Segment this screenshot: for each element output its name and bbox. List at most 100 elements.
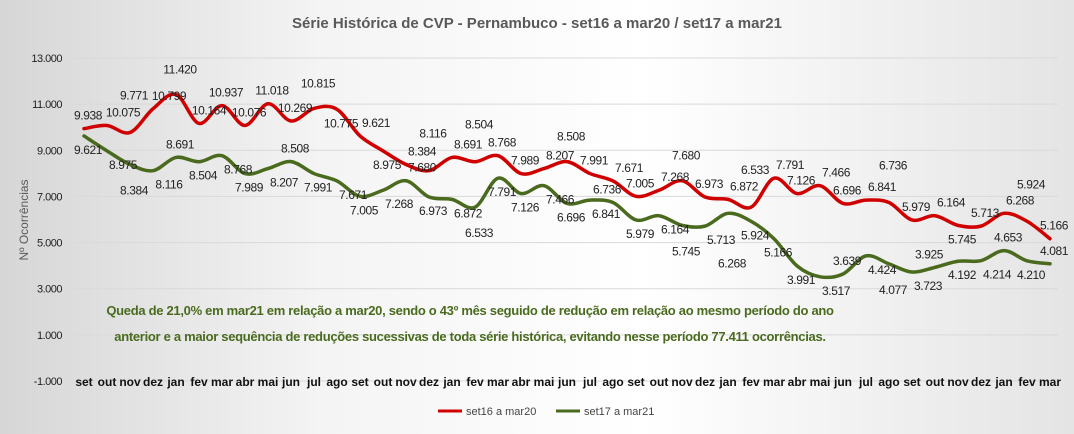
data-label: 10.815 <box>301 76 336 90</box>
data-label: 6.268 <box>1006 193 1035 207</box>
x-tick-label: set <box>627 375 644 389</box>
data-label: 3.925 <box>915 247 944 261</box>
data-label: 10.799 <box>152 89 187 103</box>
data-label: 7.680 <box>672 149 701 163</box>
data-label: 6.164 <box>937 196 966 210</box>
data-label: 5.166 <box>1040 219 1069 233</box>
data-label: 11.420 <box>163 62 197 76</box>
x-tick-label: jun <box>281 375 300 389</box>
data-label: 9.621 <box>362 116 391 130</box>
data-label: 8.116 <box>155 178 183 192</box>
data-label: 7.466 <box>546 193 575 207</box>
data-label: 6.973 <box>695 177 724 191</box>
data-label: 6.696 <box>833 183 862 197</box>
data-label: 3.991 <box>787 273 816 287</box>
x-tick-label: jan <box>994 375 1012 389</box>
x-tick-label: nov <box>947 375 969 389</box>
data-label: 8.508 <box>281 142 310 156</box>
x-tick-label: nov <box>395 375 417 389</box>
annotation-line-1: Queda de 21,0% em mar21 em relação a mar… <box>106 303 834 318</box>
legend-entry: set16 a mar20 <box>466 406 536 418</box>
x-tick-label: abr <box>236 375 255 389</box>
data-label: 6.973 <box>419 204 448 218</box>
data-label: 5.924 <box>1017 177 1046 191</box>
x-tick-label: fev <box>190 375 208 389</box>
x-tick-label: abr <box>788 375 807 389</box>
data-label: 8.504 <box>465 118 494 132</box>
data-label: 5.713 <box>707 233 736 247</box>
data-label: 6.841 <box>868 180 897 194</box>
y-tick-label: -1.000 <box>34 376 63 388</box>
x-tick-label: jul <box>306 375 321 389</box>
data-label: 10.775 <box>324 116 359 130</box>
data-label: 9.771 <box>120 88 149 102</box>
x-tick-label: dez <box>695 375 715 389</box>
x-tick-label: abr <box>512 375 531 389</box>
x-tick-label: mar <box>1039 375 1061 389</box>
x-tick-label: fev <box>1018 375 1036 389</box>
data-label: 7.005 <box>626 176 655 190</box>
x-tick-label: set <box>351 375 368 389</box>
data-label: 8.691 <box>166 137 195 151</box>
y-tick-label: 7.000 <box>37 191 62 203</box>
data-label: 6.872 <box>730 179 759 193</box>
x-tick-label: jun <box>557 375 576 389</box>
data-label: 5.924 <box>741 228 770 242</box>
x-tick-label: jun <box>833 375 852 389</box>
data-label: 8.768 <box>224 163 253 177</box>
x-tick-label: ago <box>326 375 347 389</box>
data-label: 8.384 <box>120 183 149 197</box>
data-label: 5.979 <box>626 227 655 241</box>
data-label: 7.989 <box>511 154 540 168</box>
data-label: 3.639 <box>833 254 862 268</box>
x-tick-label: jan <box>166 375 184 389</box>
data-label: 9.621 <box>74 143 103 157</box>
data-label: 7.126 <box>787 174 816 188</box>
x-tick-label: jul <box>582 375 597 389</box>
data-label: 8.975 <box>373 158 402 172</box>
y-tick-label: 3.000 <box>37 284 62 296</box>
data-label: 8.691 <box>454 137 483 151</box>
data-label: 7.126 <box>511 201 540 215</box>
data-label: 7.671 <box>615 161 644 175</box>
data-label: 7.268 <box>385 197 414 211</box>
data-label: 11.018 <box>255 84 289 98</box>
x-tick-label: set <box>903 375 920 389</box>
x-tick-label: set <box>75 375 92 389</box>
data-label: 5.745 <box>948 232 977 246</box>
y-tick-label: 5.000 <box>37 238 62 250</box>
x-tick-label: jul <box>858 375 873 389</box>
y-tick-label: 11.000 <box>32 99 62 111</box>
y-axis-label: Nº Ocorrências <box>17 179 31 260</box>
data-label: 4.653 <box>994 231 1023 245</box>
data-label: 7.005 <box>350 203 379 217</box>
data-label: 7.671 <box>339 188 368 202</box>
data-label: 6.736 <box>879 159 908 173</box>
data-label: 4.214 <box>983 268 1012 282</box>
data-label: 8.384 <box>408 144 437 158</box>
data-label: 7.680 <box>408 161 437 175</box>
data-label: 4.077 <box>879 283 908 297</box>
data-label: 6.736 <box>593 183 622 197</box>
data-label: 4.210 <box>1017 268 1046 282</box>
x-tick-label: fev <box>742 375 760 389</box>
data-label: 10.164 <box>192 103 227 117</box>
data-label: 9.938 <box>74 109 103 123</box>
data-label: 7.991 <box>580 154 609 168</box>
data-label: 5.166 <box>764 246 793 260</box>
data-label: 6.696 <box>557 210 586 224</box>
data-label: 8.975 <box>109 158 138 172</box>
data-label: 4.192 <box>948 268 977 282</box>
x-tick-label: nov <box>119 375 141 389</box>
x-tick-label: dez <box>971 375 991 389</box>
data-label: 8.768 <box>488 136 517 150</box>
x-tick-label: jan <box>442 375 460 389</box>
x-tick-label: jan <box>718 375 736 389</box>
legend-entry: set17 a mar21 <box>584 406 654 418</box>
data-label: 10.075 <box>106 105 141 119</box>
data-label: 5.979 <box>902 200 931 214</box>
y-tick-label: 1.000 <box>37 330 62 342</box>
data-label: 8.504 <box>189 169 218 183</box>
